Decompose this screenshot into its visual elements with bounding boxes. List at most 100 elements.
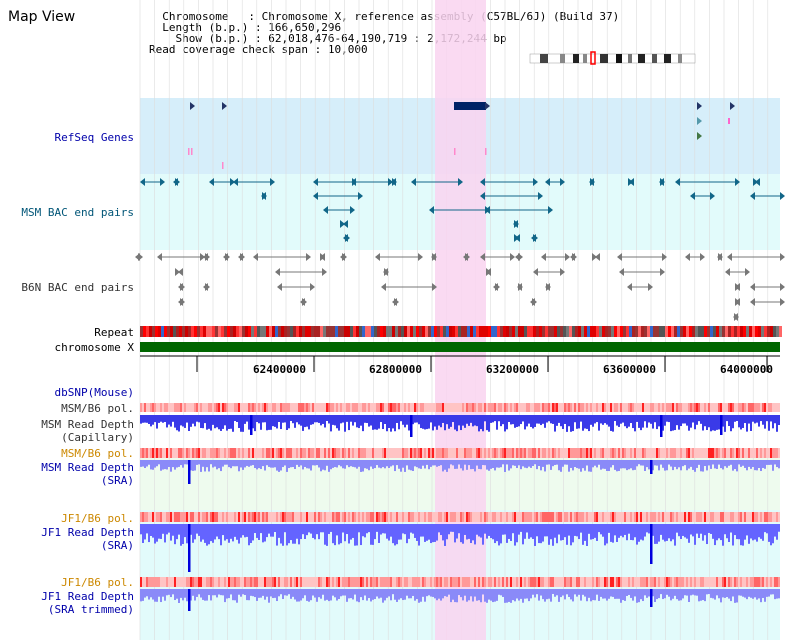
jf1-pol-2-segment [636, 577, 638, 587]
msm-depth-capillary-segment [454, 415, 456, 430]
jf1-pol-1-segment [680, 512, 682, 522]
msm-depth-sra-segment [232, 460, 234, 467]
jf1-depth-sra-segment [366, 524, 368, 534]
jf1-pol-1-segment [664, 512, 666, 522]
track-label-jf1-depth-trimmed[interactable]: JF1 Read Depth (SRA trimmed) [41, 590, 134, 616]
msm-depth-capillary-segment [196, 415, 198, 422]
msm-pol-1-segment [302, 403, 304, 412]
chromosome-ideogram[interactable] [529, 51, 696, 65]
jf1-pol-2-segment [516, 577, 518, 587]
jf1-pol-2-segment [712, 577, 714, 587]
jf1-pol-1-segment [698, 512, 700, 522]
msm-pol-1-segment [476, 403, 478, 412]
jf1-pol-1-segment [466, 512, 468, 522]
msm-depth-sra-segment [584, 460, 586, 471]
jf1-pol-1-segment [594, 512, 596, 522]
track-label-dbsnp[interactable]: dbSNP(Mouse) [54, 386, 134, 399]
jf1-pol-1-segment [196, 512, 198, 522]
msm-pol-2-segment [430, 448, 432, 458]
msm-depth-sra-segment [456, 460, 458, 469]
jf1-depth-sra-segment [228, 524, 230, 543]
jf1-pol-2-segment [280, 577, 282, 587]
msm-pol-1-segment [306, 403, 308, 412]
track-label-jf1-depth-sra[interactable]: JF1 Read Depth (SRA) [41, 526, 134, 552]
msm-depth-capillary-segment [302, 415, 304, 431]
jf1-pol-2-segment [416, 577, 418, 587]
msm-depth-sra-segment [734, 460, 736, 470]
msm-depth-capillary-segment [480, 415, 482, 430]
msm-depth-sra-segment [492, 460, 494, 469]
msm-depth-capillary-segment [408, 415, 410, 431]
jf1-pol-1-segment [230, 512, 232, 522]
jf1-depth-trimmed-segment [608, 589, 610, 599]
jf1-depth-trimmed-segment [572, 589, 574, 602]
msm-pol-1-segment [760, 403, 762, 412]
msm-pol-1-segment [358, 403, 360, 412]
msm-pol-1-segment [354, 403, 356, 412]
track-label-msm-pol-2[interactable]: MSM/B6 pol. [61, 447, 134, 460]
msm-depth-sra-segment [596, 460, 598, 468]
msm-pol-1-segment [768, 403, 770, 412]
msm-pol-2-segment [594, 448, 596, 458]
msm-pol-2-segment [172, 448, 174, 458]
msm-pol-2-segment [630, 448, 632, 458]
jf1-pol-2-segment [716, 577, 718, 587]
track-label-b6n-bac[interactable]: B6N BAC end pairs [21, 281, 134, 294]
jf1-depth-trimmed-segment [410, 589, 412, 599]
jf1-pol-1-segment [734, 512, 736, 522]
msm-depth-capillary-segment [756, 415, 758, 423]
msm-pol-1-segment [540, 403, 542, 412]
msm-depth-capillary-segment [510, 415, 512, 425]
jf1-pol-1-segment [632, 512, 634, 522]
jf1-pol-1-segment [172, 512, 174, 522]
jf1-pol-1-segment [226, 512, 228, 522]
repeat-segment [737, 326, 740, 337]
msm-pol-2-segment [546, 448, 548, 458]
jf1-pol-1-segment [480, 512, 482, 522]
track-label-jf1-pol-2[interactable]: JF1/B6 pol. [61, 576, 134, 589]
jf1-depth-sra-segment [140, 524, 142, 535]
msm-depth-capillary-segment [312, 415, 314, 425]
msm-depth-sra-segment [526, 460, 528, 469]
jf1-depth-sra-segment [630, 524, 632, 540]
msm-depth-capillary-segment [754, 415, 756, 424]
ruler-tick-label: 64000000 [720, 363, 773, 376]
msm-depth-capillary-segment [142, 415, 144, 423]
track-label-refseq[interactable]: RefSeq Genes [54, 131, 134, 144]
track-label-chromosome[interactable]: chromosome X [54, 341, 134, 354]
jf1-depth-trimmed-segment [536, 589, 538, 595]
jf1-depth-sra-segment [352, 524, 354, 538]
msm-depth-capillary-segment [190, 415, 192, 427]
track-label-repeat[interactable]: Repeat [94, 326, 134, 339]
jf1-pol-1-segment [586, 512, 588, 522]
jf1-pol-2-segment [654, 577, 656, 587]
repeat-segment [536, 326, 539, 337]
msm-depth-sra-segment [220, 460, 222, 472]
msm-depth-capillary-segment [766, 415, 768, 422]
track-label-msm-pol-1[interactable]: MSM/B6 pol. [61, 402, 134, 415]
jf1-pol-1-segment [286, 512, 288, 522]
track-label-jf1-pol-1[interactable]: JF1/B6 pol. [61, 512, 134, 525]
msm-depth-capillary-segment [540, 415, 542, 426]
msm-depth-capillary-segment [466, 415, 468, 424]
jf1-pol-1-segment [352, 512, 354, 522]
track-label-msm-depth-capillary[interactable]: MSM Read Depth (Capillary) [41, 418, 134, 444]
jf1-pol-2-segment [666, 577, 668, 587]
jf1-pol-1-segment [520, 512, 522, 522]
track-label-msm-bac[interactable]: MSM BAC end pairs [21, 206, 134, 219]
jf1-pol-1-segment [290, 512, 292, 522]
msm-pol-2-segment [720, 448, 722, 458]
msm-pol-1-segment [264, 403, 266, 412]
track-label-msm-depth-sra[interactable]: MSM Read Depth (SRA) [41, 461, 134, 487]
jf1-pol-2-segment [734, 577, 736, 587]
highlight-region[interactable] [435, 0, 486, 640]
jf1-pol-2-segment [560, 577, 562, 587]
jf1-depth-sra-segment [620, 524, 622, 536]
jf1-pol-1-segment [662, 512, 664, 522]
msm-depth-capillary-segment [224, 415, 226, 426]
jf1-depth-sra-segment [424, 524, 426, 542]
jf1-pol-1-segment [390, 512, 392, 522]
msm-pol-1-segment [426, 403, 428, 412]
msm-depth-capillary-segment [140, 415, 142, 424]
